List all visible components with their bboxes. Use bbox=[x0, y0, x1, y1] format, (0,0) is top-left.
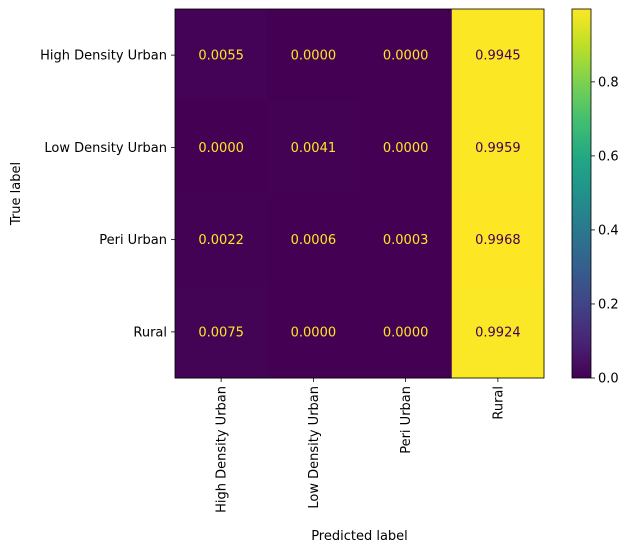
plot-frame bbox=[174, 8, 545, 379]
heatmap-cell bbox=[359, 285, 453, 379]
heatmap-cell bbox=[359, 9, 453, 102]
heatmap-cell bbox=[175, 193, 268, 287]
cell-value-label: 0.0022 bbox=[198, 233, 244, 248]
y-axis-label: True label bbox=[9, 162, 24, 226]
y-tick-label: Peri Urban bbox=[99, 233, 167, 248]
x-tick-label: High Density Urban bbox=[215, 386, 230, 513]
colorbar-tick-label: 0.4 bbox=[598, 223, 619, 238]
colorbar-tick-label: 0.0 bbox=[598, 372, 619, 387]
y-tick-label: Low Density Urban bbox=[44, 141, 167, 156]
heatmap-cell bbox=[359, 101, 453, 194]
cell-value-label: 0.0041 bbox=[291, 141, 337, 156]
colorbar-ticks: 0.0 0.2 0.4 0.6 0.8 bbox=[591, 75, 619, 387]
cell-value-label: 0.9968 bbox=[475, 233, 521, 248]
cell-value-label: 0.9924 bbox=[475, 325, 521, 340]
x-tick-label: Peri Urban bbox=[399, 386, 414, 454]
heatmap-cell bbox=[451, 285, 545, 379]
heatmap-cell bbox=[267, 193, 360, 287]
cell-value-label: 0.0003 bbox=[383, 233, 429, 248]
x-tick-label: Rural bbox=[491, 386, 506, 420]
cell-value-label: 0.0006 bbox=[291, 233, 337, 248]
cell-value-label: 0.0075 bbox=[198, 325, 244, 340]
y-tick-label: Rural bbox=[133, 325, 167, 340]
colorbar bbox=[571, 8, 592, 379]
heatmap-cell bbox=[175, 9, 268, 102]
cell-value-label: 0.0000 bbox=[383, 141, 429, 156]
heatmap-cell bbox=[175, 101, 268, 194]
x-axis-ticks: High Density Urban Low Density Urban Peri … bbox=[215, 378, 506, 513]
cell-value-label: 0.0000 bbox=[291, 325, 337, 340]
heatmap-cell bbox=[451, 9, 545, 102]
heatmap-cell bbox=[359, 193, 453, 287]
cell-value-label: 0.0055 bbox=[198, 49, 244, 64]
cell-value-label: 0.9959 bbox=[475, 141, 521, 156]
heatmap-cell bbox=[267, 285, 360, 379]
cell-value-label: 0.0000 bbox=[198, 141, 244, 156]
cell-value-label: 0.0000 bbox=[383, 325, 429, 340]
y-tick-label: High Density Urban bbox=[40, 49, 167, 64]
x-axis-label: Predicted label bbox=[311, 529, 408, 544]
heatmap-cell bbox=[175, 285, 268, 379]
heatmap-cell bbox=[451, 193, 545, 287]
heatmap-cell bbox=[267, 9, 360, 102]
cell-value-label: 0.9945 bbox=[475, 49, 521, 64]
colorbar-tick-label: 0.6 bbox=[598, 149, 619, 164]
heatmap-cell bbox=[451, 101, 545, 194]
cell-value-label: 0.0000 bbox=[291, 49, 337, 64]
cell-value-label: 0.0000 bbox=[383, 49, 429, 64]
colorbar-tick-label: 0.2 bbox=[598, 297, 619, 312]
y-axis-ticks: High Density Urban Low Density Urban Peri … bbox=[40, 49, 175, 340]
heatmap-cells bbox=[175, 9, 545, 379]
x-tick-label: Low Density Urban bbox=[307, 386, 322, 509]
heatmap-cell-labels: 0.0055 0.0000 0.0000 0.9945 0.0000 0.0041 0.00… bbox=[198, 49, 520, 341]
colorbar-tick-label: 0.8 bbox=[598, 75, 619, 90]
heatmap-cell bbox=[267, 101, 360, 194]
